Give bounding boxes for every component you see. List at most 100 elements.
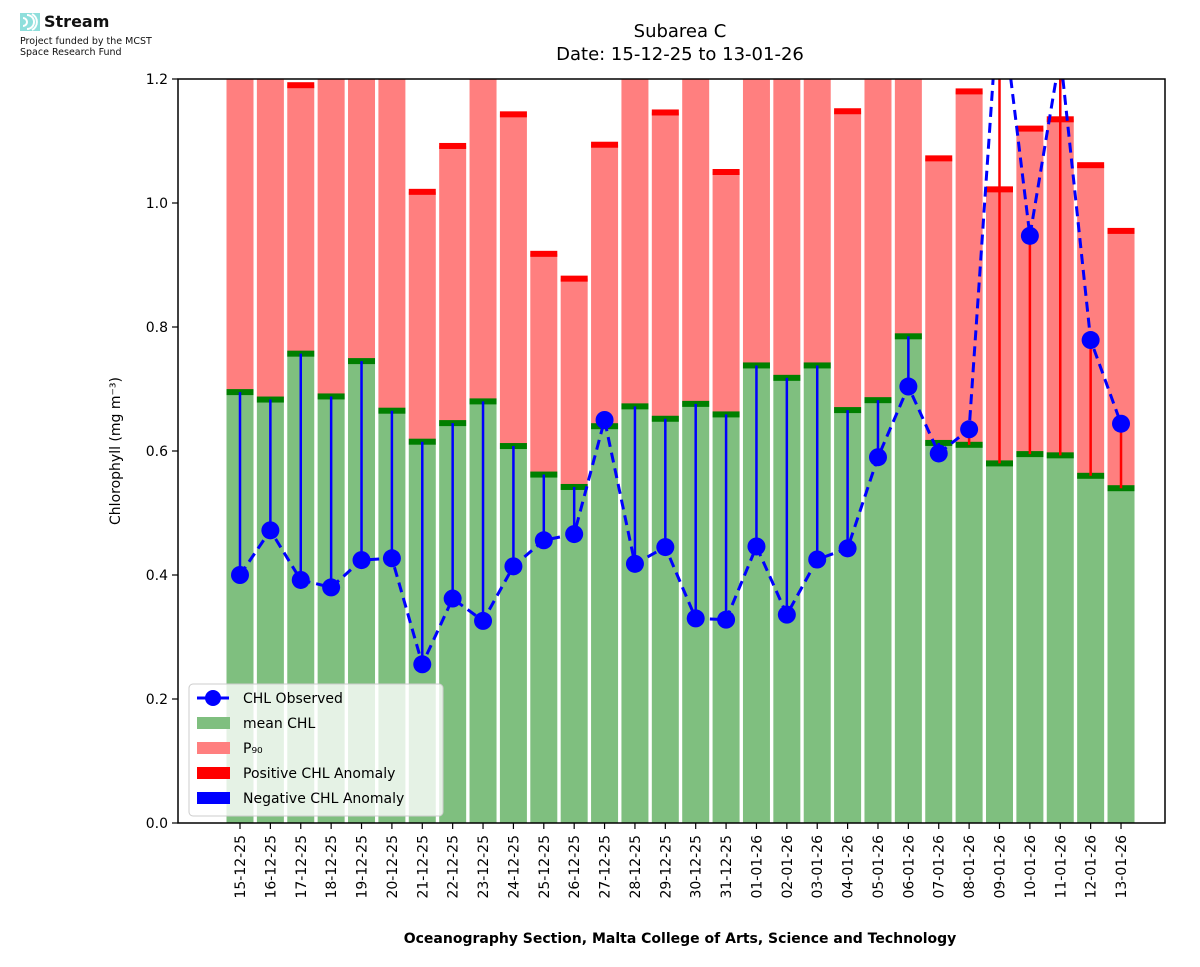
mean-cap bbox=[621, 403, 649, 410]
mean-chl-bar bbox=[226, 392, 254, 823]
mean-cap bbox=[591, 423, 619, 430]
observed-point bbox=[838, 539, 857, 558]
observed-point bbox=[960, 420, 979, 439]
y-tick-label: 1.0 bbox=[146, 196, 168, 212]
p90-cap bbox=[378, 45, 405, 51]
p90-bar bbox=[864, 79, 892, 401]
observed-point bbox=[474, 611, 493, 630]
p90-bar bbox=[803, 79, 831, 366]
p90-bar bbox=[1107, 230, 1135, 489]
mean-chl-bar bbox=[499, 446, 527, 823]
observed-point bbox=[777, 605, 796, 624]
observed-point bbox=[231, 566, 249, 584]
mean-cap bbox=[1016, 451, 1044, 458]
stream-logo: Stream Project funded by the MCST Space … bbox=[20, 12, 220, 62]
x-tick-label: 05-01-26 bbox=[871, 835, 887, 899]
mean-chl-bar bbox=[682, 403, 710, 823]
p90-cap bbox=[318, 45, 345, 51]
p90-bar bbox=[439, 145, 467, 424]
x-tick-label: 01-01-26 bbox=[749, 835, 765, 899]
p90-bar bbox=[348, 79, 376, 362]
x-tick-label: 08-01-26 bbox=[962, 835, 978, 899]
legend-mean-chl-swatch bbox=[197, 717, 230, 729]
p90-bar bbox=[621, 79, 649, 407]
p90-cap bbox=[470, 45, 497, 51]
mean-cap bbox=[287, 350, 315, 357]
observed-point bbox=[595, 411, 614, 429]
legend-box bbox=[188, 683, 444, 817]
mean-chl-bar bbox=[408, 441, 436, 823]
p90-cap bbox=[348, 45, 375, 51]
mean-cap bbox=[773, 374, 801, 381]
observed-point bbox=[899, 377, 918, 396]
y-tick-label: 0.4 bbox=[146, 568, 168, 584]
legend-positive-anomaly-label: Positive CHL Anomaly bbox=[243, 766, 395, 782]
mean-chl-bar bbox=[317, 396, 345, 823]
mean-chl-bar bbox=[1046, 455, 1074, 823]
observed-point bbox=[868, 448, 887, 467]
mean-chl-bar bbox=[348, 361, 376, 823]
p90-cap bbox=[986, 186, 1013, 193]
mean-chl-bar bbox=[651, 418, 679, 823]
p90-cap bbox=[773, 45, 800, 51]
p90-cap bbox=[499, 111, 527, 118]
mean-cap bbox=[834, 407, 862, 414]
legend: CHL Observed mean CHL P₉₀ Positive CHL Anom… bbox=[188, 683, 444, 817]
x-tick-label: 31-12-25 bbox=[719, 835, 735, 899]
mean-chl-bar bbox=[621, 406, 649, 823]
p90-bar bbox=[560, 278, 588, 487]
p90-bar bbox=[682, 79, 710, 404]
x-tick-label: 06-01-26 bbox=[901, 835, 917, 899]
mean-cap bbox=[226, 389, 254, 396]
mean-cap bbox=[408, 438, 436, 445]
stream-logo-icon bbox=[20, 13, 40, 31]
observed-point bbox=[929, 444, 948, 463]
observed-point bbox=[1020, 226, 1039, 245]
x-tick-label: 21-12-25 bbox=[415, 835, 431, 899]
mean-cap bbox=[378, 407, 406, 414]
x-tick-label: 18-12-25 bbox=[324, 835, 340, 899]
mean-chl-bar bbox=[256, 399, 284, 823]
p90-cap bbox=[1046, 116, 1074, 123]
p90-bar bbox=[712, 172, 740, 415]
mean-chl-bar bbox=[1077, 475, 1105, 823]
p90-bar bbox=[287, 85, 315, 354]
p90-cap bbox=[1016, 125, 1044, 132]
p90-cap bbox=[834, 108, 862, 115]
mean-chl-bar bbox=[925, 442, 953, 823]
mean-chl-bar bbox=[560, 486, 588, 823]
x-tick-label: 15-12-25 bbox=[233, 835, 249, 899]
legend-p90-swatch bbox=[197, 742, 230, 754]
mean-cap bbox=[682, 400, 710, 407]
legend-negative-anomaly-label: Negative CHL Anomaly bbox=[243, 791, 404, 807]
mean-chl-bar bbox=[1107, 488, 1135, 823]
y-tick-label: 0.0 bbox=[146, 816, 168, 832]
observed-layer bbox=[231, 79, 1131, 674]
x-tick-label: 10-01-26 bbox=[1023, 835, 1039, 899]
legend-marker-swatch bbox=[205, 690, 221, 706]
observed-point bbox=[717, 610, 736, 629]
observed-point bbox=[534, 531, 553, 550]
plot-frame bbox=[177, 78, 1166, 824]
x-tick-label: 30-12-25 bbox=[689, 835, 705, 899]
p90-cap bbox=[560, 275, 588, 282]
observed-point bbox=[352, 551, 371, 570]
legend-positive-anomaly-swatch bbox=[197, 767, 230, 779]
observed-point bbox=[443, 589, 462, 608]
p90-bar bbox=[1016, 128, 1044, 455]
legend-p90-label: P₉₀ bbox=[243, 741, 263, 757]
p90-cap bbox=[257, 45, 284, 51]
mean-cap bbox=[469, 398, 497, 405]
observed-point bbox=[261, 521, 280, 540]
x-tick-label: 17-12-25 bbox=[294, 835, 310, 899]
mean-chl-bar bbox=[894, 336, 922, 823]
p90-cap bbox=[651, 109, 679, 116]
logo-line-1: Project funded by the MCST bbox=[20, 36, 152, 47]
mean-cap bbox=[864, 397, 892, 404]
p90-bar bbox=[408, 191, 436, 442]
legend-mean-chl-label: mean CHL bbox=[243, 716, 315, 732]
observed-point bbox=[1081, 331, 1100, 350]
p90-cap bbox=[287, 82, 315, 89]
mean-cap bbox=[317, 393, 345, 400]
